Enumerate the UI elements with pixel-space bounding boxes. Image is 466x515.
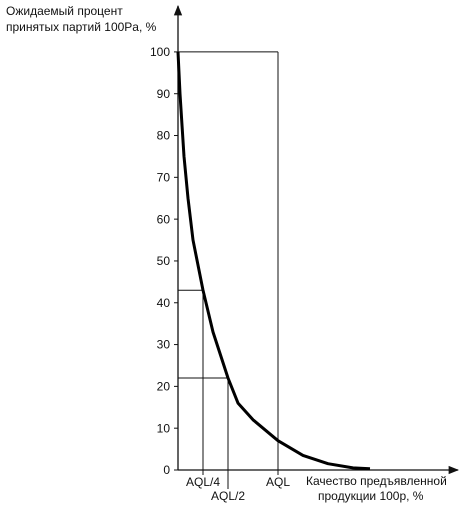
y-tick-label: 10 (157, 421, 171, 435)
y-tick-label: 100 (150, 45, 170, 59)
x-axis-label: Качество предъявленной (306, 474, 447, 488)
x-axis-label: продукции 100p, % (318, 489, 424, 503)
y-axis-label: Ожидаемый процент (6, 4, 123, 18)
oc-curve (176, 51, 371, 471)
y-tick-label: 90 (157, 87, 171, 101)
y-axis-label: принятых партий 100Pa, % (6, 20, 157, 34)
y-tick-label: 20 (157, 380, 171, 394)
y-tick-label: 40 (157, 296, 171, 310)
y-tick-label: 80 (157, 129, 171, 143)
x-tick-label: AQL (266, 475, 290, 489)
y-tick-label: 0 (163, 463, 170, 477)
y-tick-label: 50 (157, 254, 171, 268)
y-tick-label: 60 (157, 212, 171, 226)
y-tick-label: 30 (157, 338, 171, 352)
x-tick-label: AQL/4 (186, 475, 220, 489)
x-tick-label: AQL/2 (211, 489, 245, 503)
y-tick-label: 70 (157, 171, 171, 185)
